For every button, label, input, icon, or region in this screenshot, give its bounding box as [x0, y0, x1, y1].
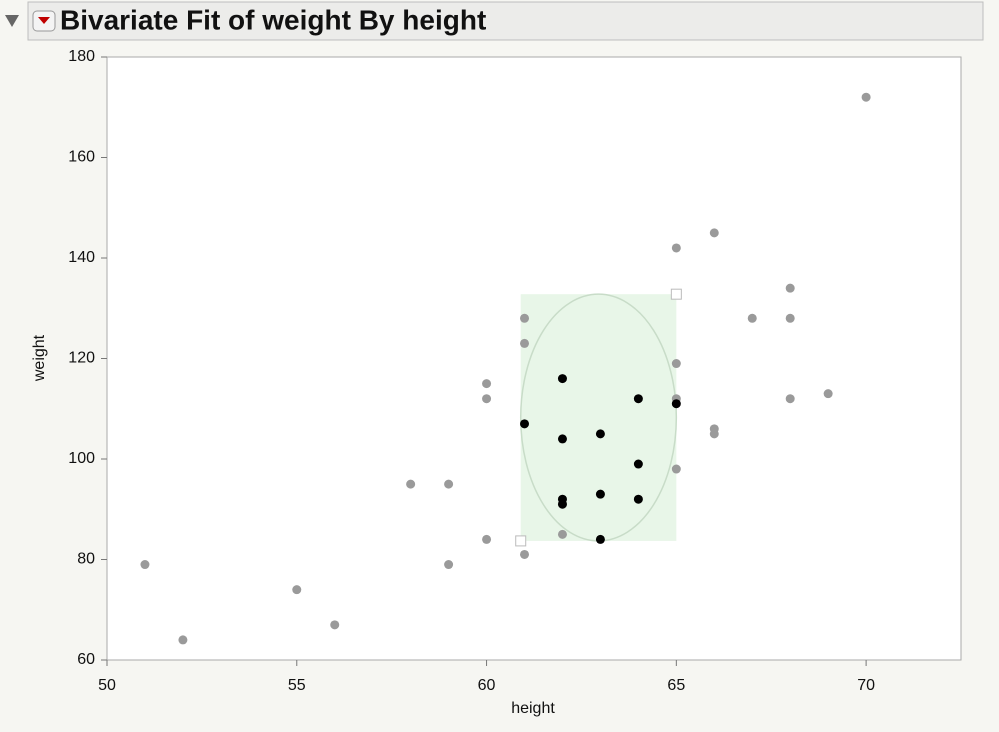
point [785, 313, 795, 323]
point [520, 338, 530, 348]
title-bar [27, 1, 984, 41]
point [557, 434, 567, 444]
y-tick-label: 60 [77, 651, 95, 668]
point [785, 394, 795, 404]
point [520, 419, 530, 429]
point [482, 394, 492, 404]
point [671, 359, 681, 369]
selection-handle [515, 535, 527, 547]
x-tick-label: 60 [478, 677, 496, 694]
x-tick-label: 55 [288, 677, 306, 694]
y-tick-label: 100 [68, 450, 95, 467]
point [633, 494, 643, 504]
point [557, 499, 567, 509]
point [747, 313, 757, 323]
point [823, 389, 833, 399]
point [633, 459, 643, 469]
point [595, 429, 605, 439]
point [709, 228, 719, 238]
y-tick-label: 160 [68, 149, 95, 166]
point [444, 479, 454, 489]
point [709, 429, 719, 439]
chart-title: Bivariate Fit of weight By height [60, 4, 486, 35]
point [520, 549, 530, 559]
point [861, 92, 871, 102]
x-tick-label: 65 [667, 677, 685, 694]
point [557, 374, 567, 384]
point [671, 399, 681, 409]
x-axis-label: height [511, 700, 555, 717]
point [633, 394, 643, 404]
y-tick-label: 140 [68, 249, 95, 266]
point [406, 479, 416, 489]
point [444, 560, 454, 570]
point [140, 560, 150, 570]
x-tick-label: 50 [98, 677, 116, 694]
point [330, 620, 340, 630]
y-tick-label: 120 [68, 350, 95, 367]
point [595, 534, 605, 544]
point [520, 313, 530, 323]
x-tick-label: 70 [857, 677, 875, 694]
point [178, 635, 188, 645]
selection-handle [670, 288, 682, 300]
point [671, 464, 681, 474]
point [595, 489, 605, 499]
y-tick-label: 180 [68, 48, 95, 65]
selection-region [520, 294, 677, 541]
y-tick-label: 80 [77, 551, 95, 568]
y-axis-label: weight [31, 334, 48, 382]
point [671, 243, 681, 253]
point [482, 379, 492, 389]
point [557, 529, 567, 539]
disclosure-triangle[interactable] [5, 15, 19, 27]
point [292, 585, 302, 595]
point [482, 534, 492, 544]
menu-icon [38, 17, 50, 24]
point [785, 283, 795, 293]
